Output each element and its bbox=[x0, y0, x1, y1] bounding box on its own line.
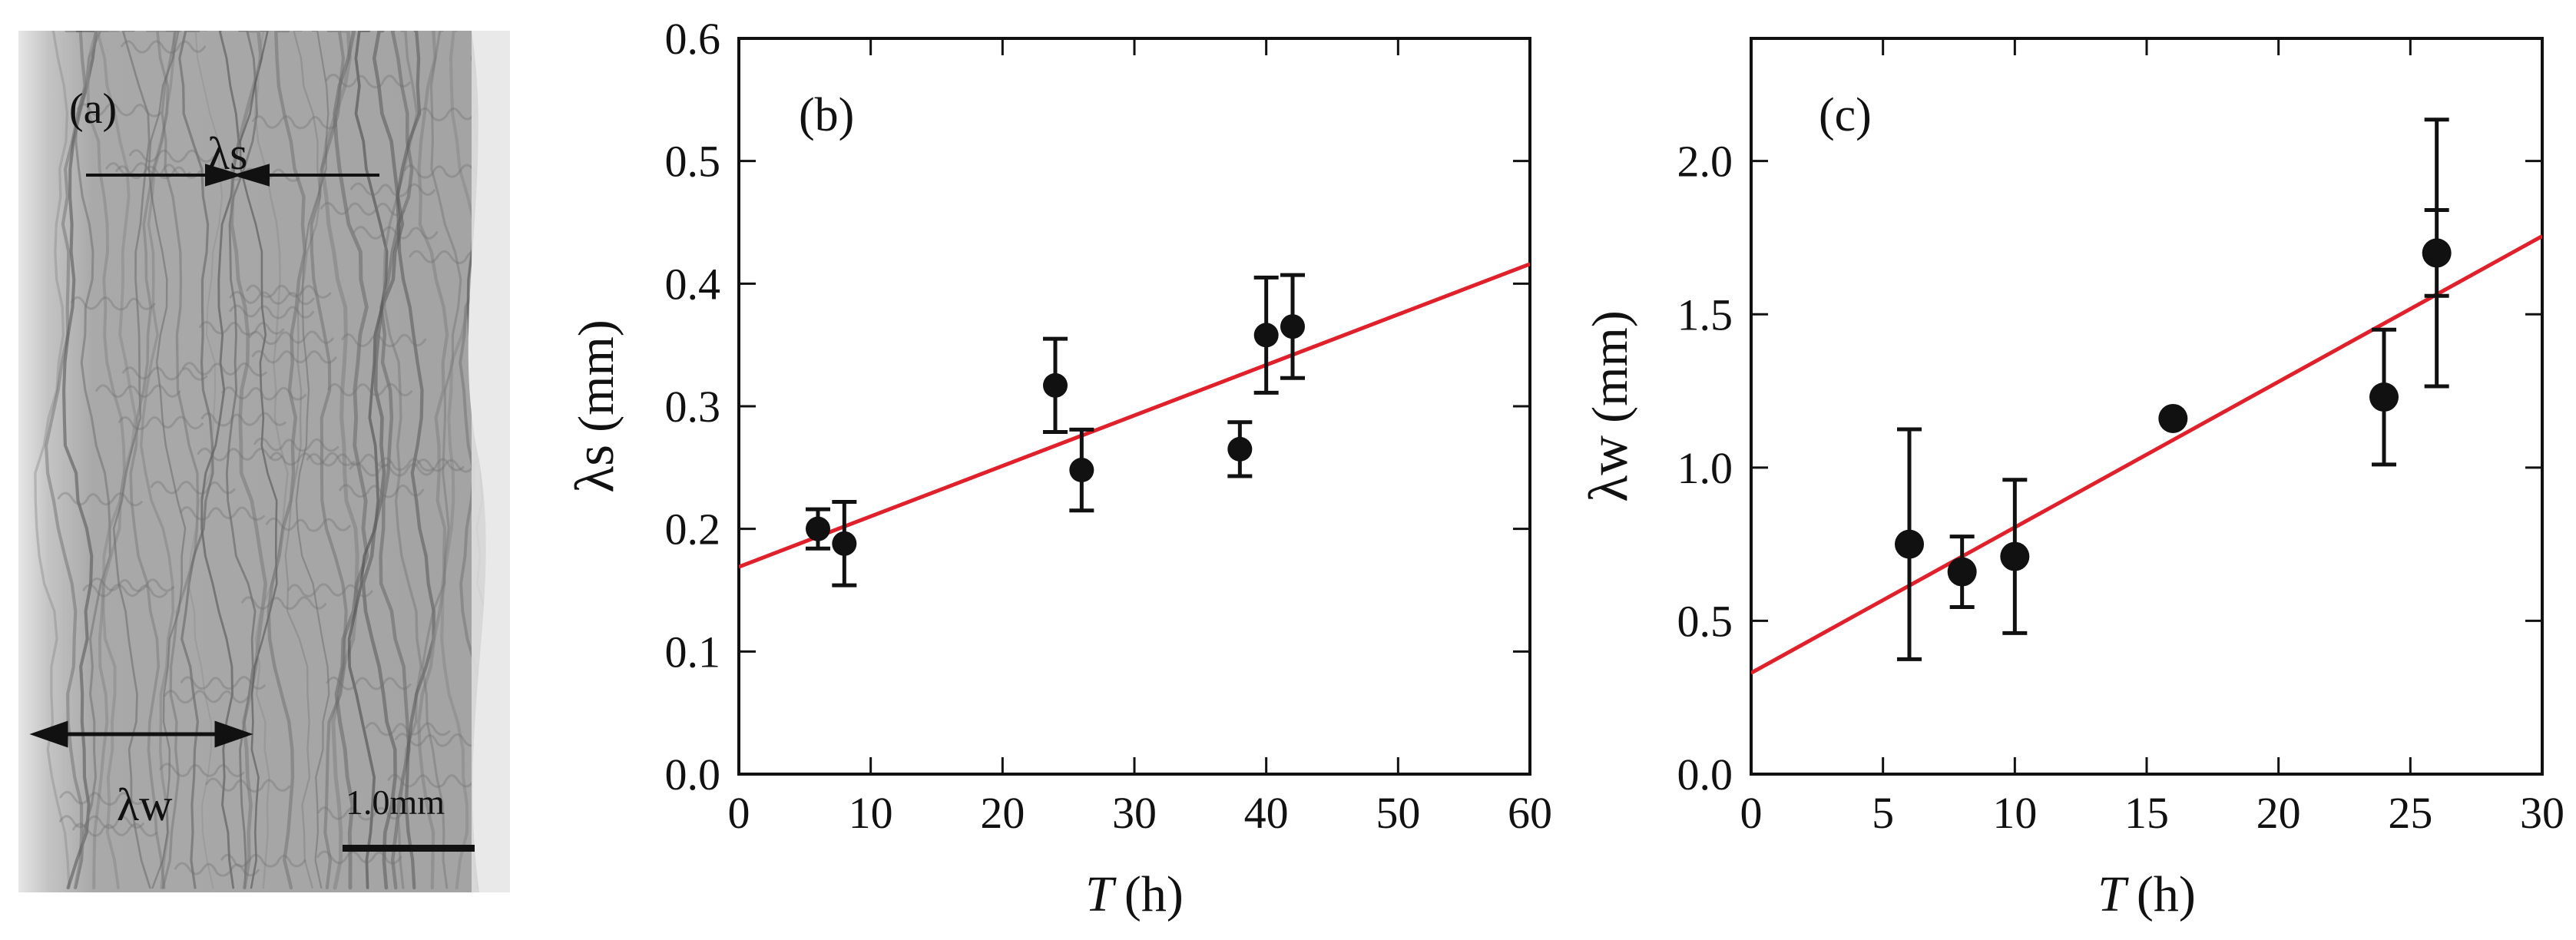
scale-bar-label: 1.0mm bbox=[346, 783, 445, 822]
scale-bar bbox=[343, 845, 475, 852]
data-point bbox=[1947, 557, 1977, 587]
chart-c: 0 5 10 15 20 25 30 0.0 0.5 1.0 1.5 2.0 (c) T (h) λw (mm) bbox=[1578, 37, 2564, 922]
data-point bbox=[1043, 372, 1068, 398]
micrograph-panel: (a) λs λw 1.0mm bbox=[18, 31, 510, 892]
data-point bbox=[1069, 458, 1094, 483]
lambda-s-arrows bbox=[86, 164, 379, 187]
x-tick-label: 30 bbox=[1112, 788, 1157, 838]
y-axis-label: λw (mm) bbox=[1578, 310, 1639, 502]
data-point bbox=[1227, 436, 1253, 462]
x-tick-label: 60 bbox=[1508, 788, 1552, 838]
y-tick-label: 0.5 bbox=[1677, 596, 1733, 646]
x-tick-label: 40 bbox=[1244, 788, 1289, 838]
y-tick-label: 0.0 bbox=[665, 750, 721, 799]
x-tick-label: 10 bbox=[1992, 788, 2037, 838]
x-axis-label-variable: T bbox=[1085, 866, 1117, 922]
x-tick-label: 50 bbox=[1376, 788, 1420, 838]
x-tick-label: 20 bbox=[2256, 788, 2301, 838]
x-tick-label: 5 bbox=[1872, 788, 1894, 838]
micrograph-image: (a) λs λw 1.0mm bbox=[18, 31, 510, 892]
data-point bbox=[1253, 323, 1279, 348]
fit-line bbox=[1751, 234, 2542, 675]
y-axis-label-symbol: λs bbox=[564, 445, 625, 493]
y-tick-label: 1.5 bbox=[1677, 290, 1733, 339]
lambda-w-annotation: λw bbox=[117, 779, 173, 830]
x-axis-label-variable: T bbox=[2098, 866, 2129, 922]
y-tick-label: 1.0 bbox=[1677, 443, 1733, 493]
x-tick-label: 0 bbox=[1740, 788, 1763, 838]
data-point bbox=[832, 531, 857, 556]
panel-label: (c) bbox=[1819, 89, 1872, 141]
x-tick-label: 20 bbox=[980, 788, 1025, 838]
panel-a-label: (a) bbox=[69, 85, 117, 133]
x-tick-label: 30 bbox=[2520, 788, 2564, 838]
y-tick-label: 0.3 bbox=[665, 382, 721, 432]
plot-frame bbox=[737, 37, 1531, 776]
x-axis-label: T (h) bbox=[2098, 866, 2196, 922]
lambda-w-arrow bbox=[29, 720, 253, 748]
y-tick-label: 0.5 bbox=[665, 137, 721, 187]
y-tick-label: 0.6 bbox=[665, 14, 721, 64]
x-axis-label-unit: (h) bbox=[1124, 866, 1184, 922]
data-point bbox=[2369, 382, 2399, 412]
data-point bbox=[2158, 403, 2188, 433]
data-point bbox=[1280, 314, 1305, 339]
y-axis-label-unit: (mm) bbox=[1582, 310, 1638, 423]
data-point bbox=[2422, 238, 2452, 268]
fit-line bbox=[739, 262, 1530, 569]
y-tick-label: 2.0 bbox=[1677, 137, 1733, 187]
data-point bbox=[1895, 529, 1924, 559]
data-point bbox=[806, 516, 830, 541]
plot-frame bbox=[1750, 37, 2544, 776]
y-axis-label-unit: (mm) bbox=[568, 319, 624, 432]
y-tick-label: 0.0 bbox=[1677, 750, 1733, 799]
x-tick-label: 10 bbox=[849, 788, 893, 838]
y-axis-label: λs (mm) bbox=[564, 319, 625, 493]
x-tick-label: 25 bbox=[2388, 788, 2432, 838]
y-tick-label: 0.1 bbox=[665, 627, 721, 677]
data-point bbox=[2000, 541, 2030, 571]
y-tick-label: 0.2 bbox=[665, 505, 721, 554]
x-axis-label-unit: (h) bbox=[2137, 866, 2196, 922]
y-axis-label-symbol: λw bbox=[1578, 435, 1639, 502]
x-tick-label: 15 bbox=[2124, 788, 2169, 838]
panel-label: (b) bbox=[799, 89, 854, 141]
y-tick-label: 0.4 bbox=[665, 259, 721, 309]
x-axis-label: T (h) bbox=[1085, 866, 1184, 922]
chart-b: 0 10 20 30 40 50 60 0.0 0.1 0.2 0.3 0.4 0.5 0.6 (b) T (h… bbox=[564, 14, 1552, 922]
x-tick-label: 0 bbox=[728, 788, 750, 838]
